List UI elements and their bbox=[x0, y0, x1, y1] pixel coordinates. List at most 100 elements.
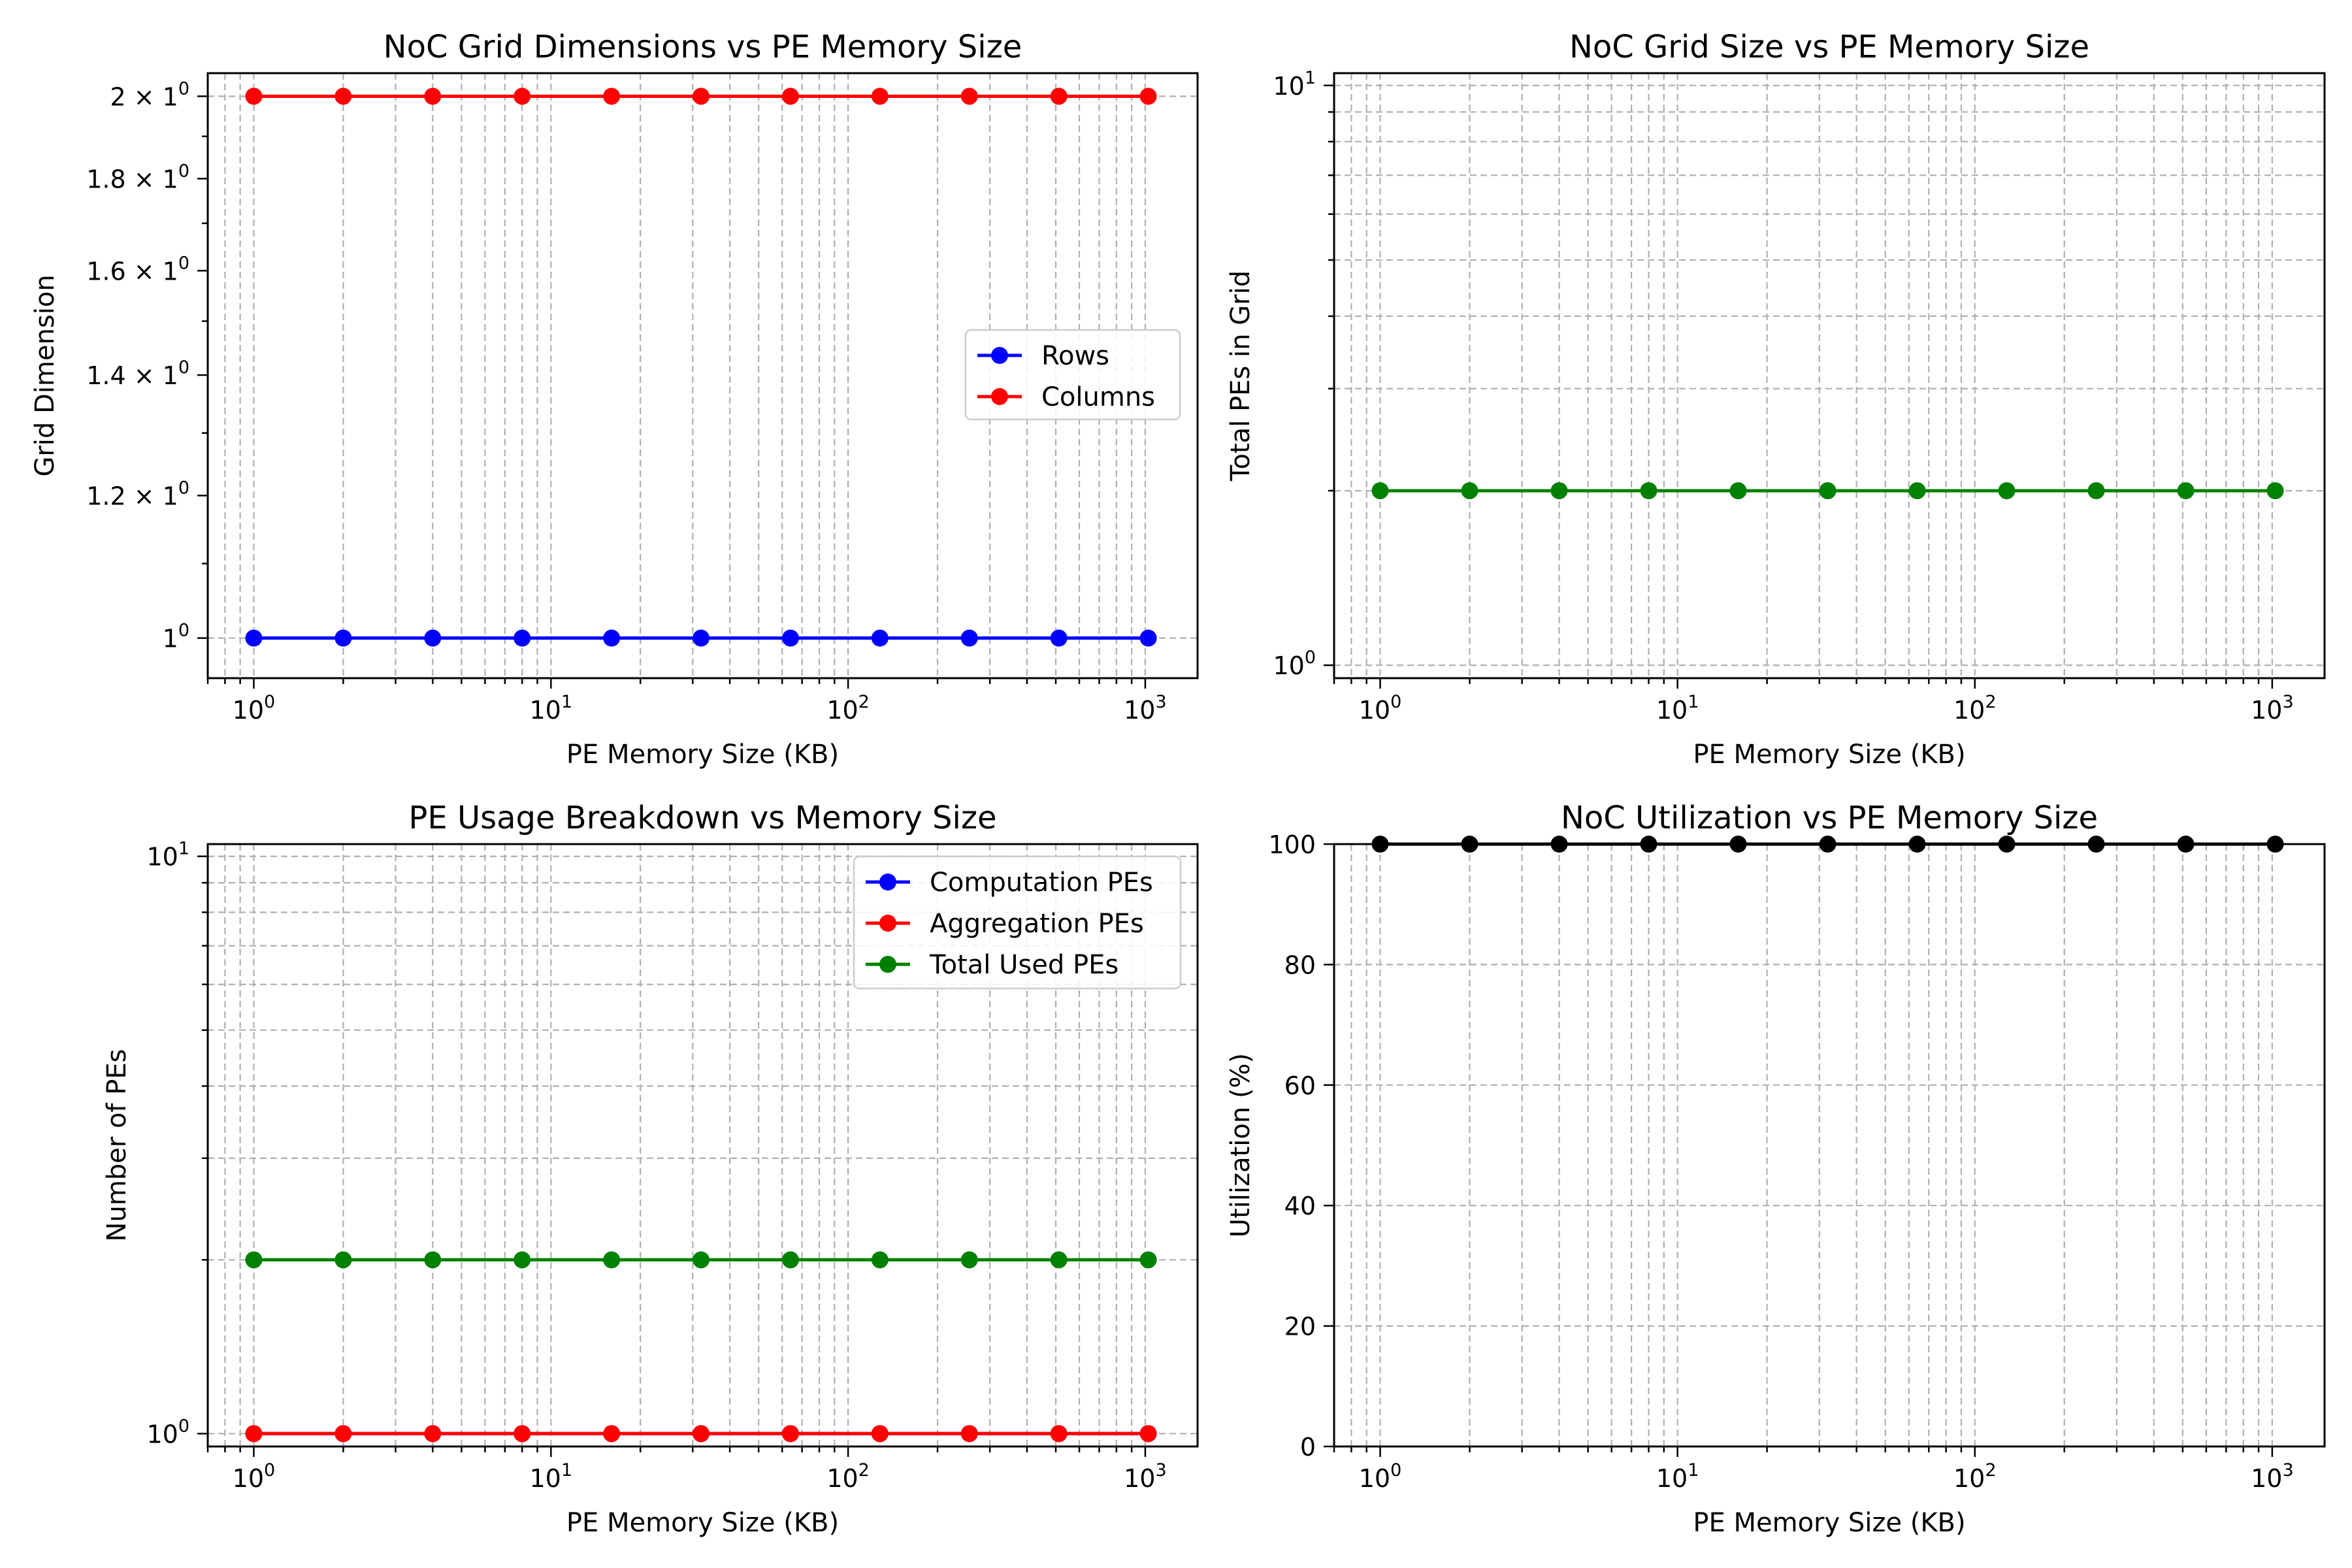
x-tick-label: 102 bbox=[1953, 1460, 1997, 1493]
tick-base: 10 bbox=[1124, 1464, 1155, 1493]
data-point bbox=[871, 629, 889, 647]
data-point bbox=[335, 1251, 352, 1269]
legend-item: Aggregation PEs bbox=[866, 909, 1144, 939]
data-point bbox=[514, 629, 531, 647]
data-point bbox=[245, 1425, 263, 1443]
data-point bbox=[1050, 629, 1068, 647]
data-point bbox=[2087, 482, 2105, 500]
data-point bbox=[245, 1251, 263, 1269]
axes-frame bbox=[1333, 72, 2326, 679]
tick-exponent: 0 bbox=[178, 253, 189, 273]
x-tick-label: 102 bbox=[1953, 692, 1997, 725]
data-point bbox=[960, 1425, 978, 1443]
data-point bbox=[781, 1425, 799, 1443]
grid bbox=[1333, 843, 2325, 1448]
x-axis-label: PE Memory Size (KB) bbox=[1693, 1508, 1965, 1538]
x-tick-label: 103 bbox=[1124, 692, 1167, 725]
tick-exponent: 0 bbox=[1390, 692, 1401, 712]
tick-mantissa: 1 bbox=[163, 625, 178, 653]
tick-mantissa: 1.6 × 1 bbox=[86, 257, 178, 286]
y-tick-label: 60 bbox=[1284, 1071, 1316, 1100]
tick-base: 10 bbox=[826, 1464, 858, 1493]
tick-base: 10 bbox=[2251, 696, 2282, 725]
data-point bbox=[603, 1425, 621, 1443]
y-tick-label: 100 bbox=[1268, 830, 1316, 859]
tick-base: 10 bbox=[1359, 696, 1390, 725]
x-tick-label: 101 bbox=[1656, 1460, 1699, 1493]
data-point bbox=[424, 88, 442, 105]
y-tick-label: 101 bbox=[1273, 68, 1316, 101]
data-point bbox=[693, 1425, 710, 1443]
chart-title: NoC Utilization vs PE Memory Size bbox=[1561, 800, 2098, 836]
tick-exponent: 1 bbox=[561, 1460, 572, 1480]
y-tick-label: 1.4 × 10 bbox=[86, 357, 189, 390]
x-tick-label: 103 bbox=[2251, 692, 2294, 725]
grid bbox=[206, 73, 1198, 678]
data-point bbox=[1819, 482, 1837, 500]
x-tick-label: 100 bbox=[233, 692, 276, 725]
y-tick-label: 40 bbox=[1284, 1192, 1316, 1220]
tick-exponent: 0 bbox=[178, 161, 189, 181]
x-tick-label: 100 bbox=[1359, 692, 1402, 725]
data-point bbox=[1139, 629, 1157, 647]
data-point bbox=[603, 88, 621, 105]
data-point bbox=[1050, 88, 1068, 105]
tick-exponent: 2 bbox=[858, 1460, 870, 1480]
tick-exponent: 0 bbox=[178, 621, 189, 641]
data-point bbox=[871, 1251, 889, 1269]
data-point bbox=[693, 88, 710, 105]
data-point bbox=[1550, 482, 1568, 500]
legend-label: Aggregation PEs bbox=[930, 909, 1144, 939]
axes-frame bbox=[206, 843, 1199, 1448]
y-tick-label: 2 × 10 bbox=[110, 78, 189, 111]
grid bbox=[1333, 73, 2325, 678]
tick-base: 10 bbox=[1953, 1464, 1985, 1493]
series-1 bbox=[245, 629, 1157, 647]
chart-title: NoC Grid Size vs PE Memory Size bbox=[1569, 29, 2089, 65]
data-point bbox=[245, 629, 263, 647]
tick-base: 10 bbox=[1273, 651, 1304, 680]
data-point bbox=[335, 629, 352, 647]
tick-base: 10 bbox=[1656, 1464, 1688, 1493]
legend-item: Total Used PEs bbox=[866, 950, 1119, 980]
x-axis-ticks: 100 101 102 103 bbox=[1333, 1446, 2294, 1493]
y-axis-ticks: 101.2 × 101.4 × 101.6 × 101.8 × 102 × 10 bbox=[86, 78, 208, 653]
y-tick-label: 100 bbox=[146, 1416, 189, 1448]
data-point bbox=[871, 1425, 889, 1443]
y-axis-ticks: 0 20 40 60 80 100 bbox=[1268, 830, 1334, 1462]
data-point bbox=[1050, 1425, 1068, 1443]
legend: Rows Columns bbox=[964, 329, 1181, 421]
data-point bbox=[781, 629, 799, 647]
tick-exponent: 1 bbox=[561, 692, 572, 712]
data-point bbox=[693, 1251, 710, 1269]
data-point bbox=[2266, 482, 2284, 500]
y-axis-label: Total PEs in Grid bbox=[1226, 270, 1256, 482]
tick-exponent: 1 bbox=[1688, 1460, 1699, 1480]
data-point bbox=[1998, 482, 2016, 500]
x-tick-label: 101 bbox=[1656, 692, 1699, 725]
tick-base: 10 bbox=[1953, 696, 1985, 725]
data-point bbox=[514, 1425, 531, 1443]
legend-label: Computation PEs bbox=[930, 868, 1153, 898]
y-tick-label: 1.8 × 10 bbox=[86, 161, 189, 193]
tick-exponent: 0 bbox=[1390, 1460, 1401, 1480]
tick-exponent: 3 bbox=[1155, 1460, 1166, 1480]
data-point bbox=[960, 1251, 978, 1269]
data-point bbox=[1139, 1251, 1157, 1269]
tick-base: 10 bbox=[1359, 1464, 1390, 1493]
data-point bbox=[424, 1251, 442, 1269]
x-axis-label: PE Memory Size (KB) bbox=[566, 740, 839, 770]
tick-base: 10 bbox=[2251, 1464, 2282, 1493]
x-tick-label: 101 bbox=[529, 1460, 572, 1493]
legend-label: Columns bbox=[1041, 382, 1155, 412]
legend-marker bbox=[879, 915, 896, 932]
series-3 bbox=[245, 1251, 1157, 1269]
tick-base: 10 bbox=[826, 696, 858, 725]
y-tick-label: 100 bbox=[1273, 647, 1316, 680]
data-point bbox=[603, 1251, 621, 1269]
